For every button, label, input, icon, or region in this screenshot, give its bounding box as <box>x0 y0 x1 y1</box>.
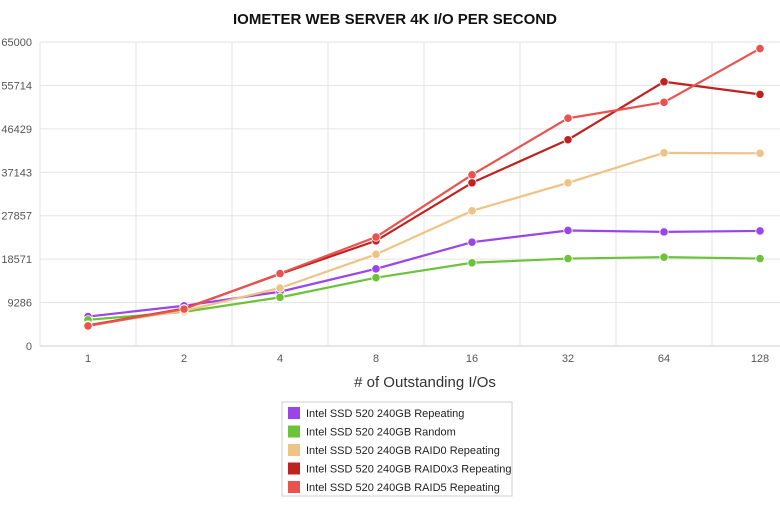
data-point <box>467 178 477 188</box>
y-axis-ticks: 0 9286 18571 27857 37143 46429 55714 65000 <box>1 37 32 353</box>
x-axis-label: # of Outstanding I/Os <box>354 374 496 391</box>
grid <box>39 41 780 347</box>
data-point <box>563 113 573 123</box>
series-line <box>87 151 761 327</box>
data-point <box>659 97 669 107</box>
data-point <box>755 148 765 158</box>
legend-entry: Intel SSD 520 240GB RAID0x3 Repeating <box>306 464 511 476</box>
y-tick-label: 65000 <box>1 37 32 49</box>
data-point <box>371 232 381 242</box>
series-line <box>87 256 761 321</box>
legend-entry: Intel SSD 520 240GB Repeating <box>306 408 464 420</box>
y-tick-label: 37143 <box>1 167 32 179</box>
data-point <box>371 249 381 259</box>
x-tick-label: 128 <box>751 353 769 365</box>
data-point <box>467 237 477 247</box>
data-point <box>755 43 765 54</box>
data-point <box>563 178 573 188</box>
x-axis-ticks: 1 2 4 8 16 32 64 128 <box>85 353 769 365</box>
data-point <box>659 227 669 237</box>
legend-swatch <box>288 444 300 456</box>
series-line <box>87 47 761 327</box>
legend-swatch <box>288 481 300 493</box>
x-tick-label: 16 <box>466 353 478 365</box>
series <box>83 43 765 331</box>
legend-swatch <box>288 407 300 419</box>
legend-entry: Intel SSD 520 240GB RAID0 Repeating <box>306 445 500 457</box>
data-point <box>755 253 765 264</box>
data-point <box>659 252 669 262</box>
y-tick-label: 9286 <box>8 298 32 310</box>
chart-title: IOMETER WEB SERVER 4K I/O PER SECOND <box>233 11 557 28</box>
y-tick-label: 27857 <box>1 211 32 223</box>
legend-swatch <box>288 462 300 475</box>
data-point <box>179 304 189 314</box>
y-tick-label: 18571 <box>1 254 32 266</box>
data-point <box>275 292 285 302</box>
legend-entry: Intel SSD 520 240GB Random <box>306 427 456 439</box>
data-point <box>755 89 765 99</box>
y-tick-label: 55714 <box>1 80 32 92</box>
legend-entry: Intel SSD 520 240GB RAID5 Repeating <box>306 482 500 494</box>
data-point <box>563 253 573 264</box>
x-tick-label: 1 <box>85 353 91 365</box>
data-point <box>467 170 477 180</box>
x-tick-label: 64 <box>658 353 670 365</box>
series-5 <box>83 43 765 331</box>
data-point <box>275 283 285 293</box>
y-tick-label: 46429 <box>1 124 32 136</box>
legend-box <box>281 401 513 497</box>
x-tick-label: 32 <box>562 353 574 365</box>
data-point <box>563 225 573 236</box>
data-point <box>659 148 669 158</box>
x-tick-label: 2 <box>181 353 187 365</box>
x-tick-label: 8 <box>373 353 379 365</box>
data-point <box>371 264 381 274</box>
x-tick-label: 4 <box>277 353 283 365</box>
data-point <box>83 321 93 331</box>
y-tick-label: 0 <box>26 341 32 353</box>
data-point <box>467 206 477 216</box>
data-point <box>755 226 765 236</box>
legend-swatch <box>288 425 300 438</box>
data-point <box>563 135 573 145</box>
data-point <box>659 77 669 87</box>
data-point <box>467 258 477 268</box>
legend: Intel SSD 520 240GB Repeating Intel SSD 5… <box>281 401 513 497</box>
data-point <box>275 268 285 279</box>
data-point <box>371 273 381 283</box>
